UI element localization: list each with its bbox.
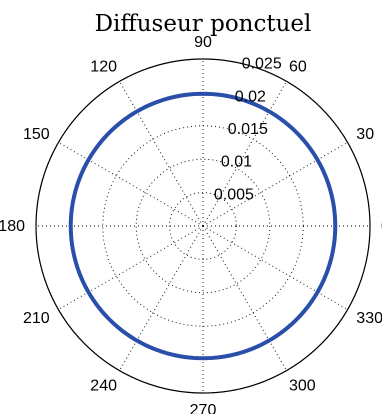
angle-tick-label: 240 bbox=[90, 377, 117, 394]
angle-tick-label: 300 bbox=[289, 377, 316, 394]
radial-tick-label: 0.005 bbox=[214, 186, 254, 203]
angle-tick-label: 330 bbox=[356, 310, 382, 327]
grid-spoke bbox=[119, 225, 204, 371]
grid-spoke bbox=[58, 225, 204, 310]
angle-tick-label: 90 bbox=[194, 34, 212, 51]
radial-tick-label: 0.02 bbox=[235, 88, 266, 105]
grid-circle bbox=[68, 91, 338, 361]
angle-tick-label: 30 bbox=[356, 126, 374, 143]
radial-tick-label: 0.025 bbox=[242, 56, 282, 73]
grid-circle bbox=[169, 192, 237, 260]
grid-spoke bbox=[119, 81, 204, 227]
grid-spoke bbox=[202, 225, 348, 310]
tick-labels: 03060901201501802102402703003300.0050.01… bbox=[0, 34, 382, 414]
radial-tick-label: 0.015 bbox=[228, 121, 268, 138]
polar-grid bbox=[35, 58, 371, 394]
grid-spoke bbox=[202, 225, 287, 371]
angle-tick-label: 210 bbox=[23, 310, 50, 327]
chart-title: Diffuseur ponctuel bbox=[95, 11, 312, 37]
grid-spoke bbox=[58, 142, 204, 227]
series-layer bbox=[68, 91, 338, 361]
angle-tick-label: 120 bbox=[90, 59, 117, 76]
angle-tick-label: 60 bbox=[289, 59, 307, 76]
outer-frame bbox=[35, 58, 371, 394]
angle-tick-label: 150 bbox=[23, 126, 50, 143]
grid-circle bbox=[135, 158, 271, 294]
angle-tick-label: 180 bbox=[0, 218, 25, 235]
angle-tick-label: 270 bbox=[190, 402, 217, 414]
series-line bbox=[68, 91, 338, 361]
radial-tick-label: 0.01 bbox=[221, 154, 252, 171]
